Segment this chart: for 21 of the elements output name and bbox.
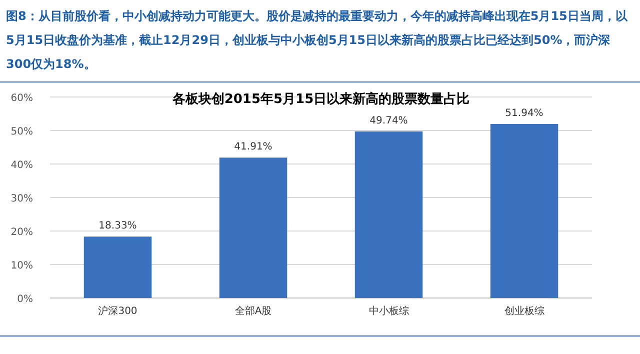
bar	[490, 124, 558, 298]
bar	[354, 131, 423, 298]
y-tick-label: 30%	[10, 194, 33, 204]
data-label: 49.74%	[370, 115, 408, 126]
data-label: 41.91%	[234, 142, 272, 153]
x-tick-label: 创业板综	[504, 305, 544, 317]
y-tick-label: 20%	[10, 227, 33, 238]
caption: 图8：从目前股价看，中小创减持动力可能更大。股价是减持的最重要动力，今年的减持高峰出现在5月15日当周，以5月15日收盘价为基准，截止12月29日，创业板与中小板创5月15日以来新高的股票占比已经达到50%，而沪深300仅为18%。	[6, 8, 629, 73]
bar	[84, 236, 152, 298]
y-tick-label: 50%	[10, 126, 33, 138]
chart-title: 各板块创2015年5月15日以来新高的股票数量占比	[171, 91, 470, 107]
x-tick-label: 全部A股	[234, 305, 272, 317]
y-tick-label: 0%	[17, 294, 33, 305]
data-label: 18.33%	[98, 220, 137, 232]
data-label: 51.94%	[505, 108, 544, 119]
bar	[219, 158, 288, 298]
x-tick-label: 中小板综	[368, 305, 409, 317]
x-tick-label: 沪深300	[98, 305, 138, 317]
y-tick-label: 60%	[10, 93, 33, 104]
y-tick-label: 40%	[10, 160, 33, 171]
y-tick-label: 10%	[10, 260, 33, 272]
